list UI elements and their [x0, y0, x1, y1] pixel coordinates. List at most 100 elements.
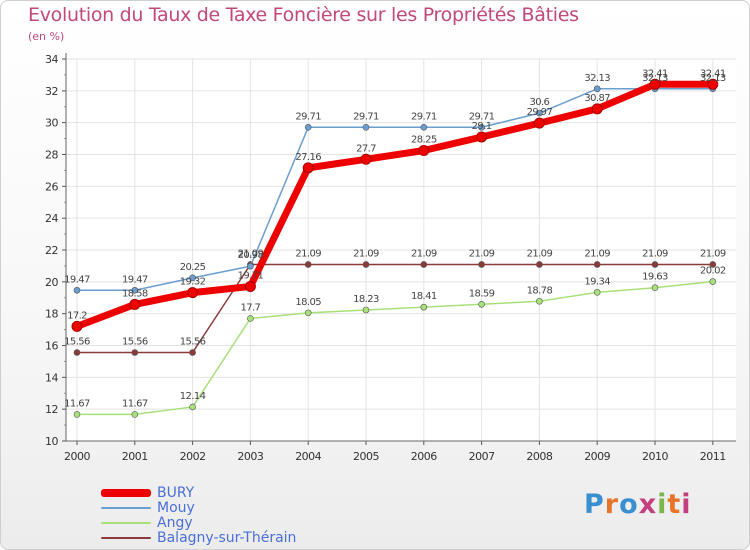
series-line-mouy	[76, 88, 714, 292]
data-label-mouy: 32.13	[584, 73, 610, 84]
data-label-angy: 19.63	[642, 272, 668, 283]
point-bury	[302, 162, 314, 174]
data-label-bury: 27.16	[295, 152, 321, 163]
proxiti-logo[interactable]: Proxiti	[584, 489, 692, 520]
data-label-mouy: 30.6	[529, 97, 549, 108]
logo-letter: P	[584, 489, 605, 520]
y-tick-label: 20	[45, 276, 58, 289]
point-angy	[247, 315, 254, 322]
data-label-angy: 11.67	[64, 398, 90, 409]
y-tick-label: 28	[45, 149, 58, 162]
logo-letter: x	[638, 489, 658, 520]
point-bury	[129, 298, 141, 310]
x-tick-label: 2003	[237, 450, 263, 463]
data-label-bury: 30.87	[584, 93, 610, 104]
point-balagny	[709, 261, 717, 268]
point-angy	[651, 284, 659, 292]
data-label-balagny: 21.09	[238, 248, 264, 259]
point-balagny	[536, 261, 543, 268]
data-label-bury: 18.58	[122, 288, 148, 299]
point-angy	[131, 411, 139, 418]
data-label-angy: 12.14	[180, 391, 206, 402]
y-tick-label: 12	[45, 403, 58, 416]
point-balagny	[593, 261, 601, 268]
data-label-bury: 29.97	[527, 107, 553, 118]
data-label-balagny: 21.09	[469, 248, 495, 259]
y-tick-label: 30	[45, 117, 58, 130]
y-tick-label: 10	[45, 435, 58, 448]
data-label-angy: 19.34	[584, 276, 610, 287]
data-label-balagny: 15.56	[180, 337, 206, 348]
point-angy	[536, 297, 543, 305]
data-label-mouy: 32.13	[642, 73, 668, 84]
legend-label-angy: Angy	[157, 515, 193, 531]
data-label-bury: 32.41	[700, 68, 726, 79]
data-label-angy: 18.05	[295, 297, 321, 308]
data-label-mouy: 32.13	[700, 73, 726, 84]
x-tick-label: 2008	[526, 450, 552, 463]
legend-swatch-bury	[101, 489, 151, 497]
x-tick-label: 2009	[584, 450, 610, 463]
point-angy	[362, 306, 370, 314]
x-tick-label: 2004	[295, 450, 321, 463]
point-mouy	[593, 85, 601, 93]
point-angy	[593, 289, 601, 296]
data-label-angy: 18.59	[469, 288, 495, 299]
data-label-balagny: 21.09	[527, 248, 553, 259]
data-label-angy: 17.7	[240, 302, 260, 313]
point-balagny	[304, 261, 312, 268]
y-tick-label: 32	[45, 85, 58, 98]
y-tick-label: 18	[45, 308, 58, 321]
data-label-balagny: 21.09	[295, 248, 321, 259]
point-mouy	[189, 274, 196, 282]
data-label-bury: 28.25	[411, 135, 437, 146]
data-label-balagny: 15.56	[64, 337, 90, 348]
data-label-balagny: 21.09	[411, 248, 437, 259]
axes: 10 12 14 16 18 20 22 24 26 28 30 32 34 2000 2001 2002 20…	[45, 53, 736, 463]
point-mouy	[536, 109, 543, 117]
data-label-balagny: 21.09	[642, 248, 668, 259]
point-angy	[189, 403, 196, 411]
point-mouy	[73, 286, 81, 294]
data-label-bury: 27.7	[356, 143, 376, 154]
x-tick-label: 2005	[353, 450, 379, 463]
x-tick-label: 2001	[122, 450, 148, 463]
point-bury	[244, 280, 256, 292]
logo-letter: i	[681, 489, 692, 520]
point-mouy	[362, 123, 370, 131]
y-tick-label: 26	[45, 180, 58, 193]
point-angy	[478, 300, 485, 308]
data-label-mouy: 20.98	[238, 250, 264, 261]
series-line-bury	[73, 80, 717, 330]
point-bury	[707, 78, 719, 90]
data-label-angy: 11.67	[122, 398, 148, 409]
legend-swatch-angy	[101, 522, 151, 524]
point-balagny	[131, 349, 139, 356]
point-mouy	[247, 262, 254, 270]
y-tick-label: 16	[45, 340, 58, 353]
x-tick-label: 2002	[180, 450, 206, 463]
point-balagny	[478, 261, 485, 268]
data-label-balagny: 21.09	[584, 248, 610, 259]
y-tick-label: 14	[45, 371, 58, 384]
logo-letter: r	[604, 489, 620, 520]
point-balagny	[651, 261, 659, 268]
x-tick-label: 2006	[411, 450, 437, 463]
x-tick-label: 2000	[64, 450, 90, 463]
legend-swatch-mouy	[101, 507, 151, 509]
chart-subtitle: (en %)	[28, 30, 65, 43]
point-bury	[476, 131, 488, 143]
point-bury	[649, 78, 661, 90]
data-label-mouy: 20.25	[180, 262, 206, 273]
y-tick-label: 34	[45, 53, 58, 66]
point-bury	[187, 287, 199, 299]
chart-title: Evolution du Taux de Taxe Foncière sur l…	[28, 4, 579, 26]
point-mouy	[304, 123, 312, 131]
series-lines	[71, 78, 719, 418]
data-label-angy: 18.78	[527, 285, 553, 296]
y-tick-label: 22	[45, 244, 58, 257]
point-angy	[709, 278, 717, 285]
data-label-mouy: 29.71	[469, 111, 495, 122]
